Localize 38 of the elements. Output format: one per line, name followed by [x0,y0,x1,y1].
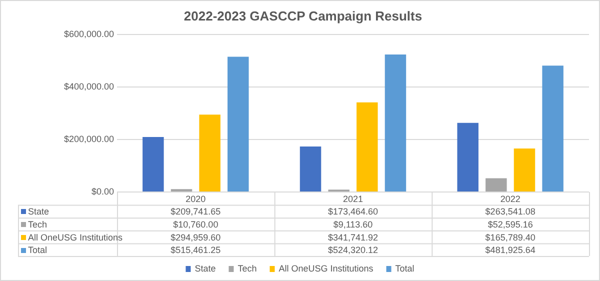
text: Tech [28,219,48,230]
bar [142,136,164,192]
legend-label: Tech [238,263,257,274]
data-label: $341,741.92 [328,232,378,242]
data-label: $173,464.60 [328,206,378,217]
bar [514,148,536,192]
legend-label: State [194,263,216,274]
data-label: $294,959.60 [170,232,221,242]
data-label: $515,461.25 [170,245,221,256]
bar [486,178,507,192]
bar [457,122,478,192]
data-label: $9,113.60 [333,219,373,230]
legend-label: All OneUSG Institutions [278,263,374,274]
bar [199,114,220,192]
x-tick-label: 2022 [500,194,520,204]
x-tick-label: 2020 [186,194,206,204]
bar [384,54,406,192]
data-label: $524,320.12 [328,245,378,256]
data-label: $263,541.08 [485,206,536,217]
y-tick-label: $0.00 [91,186,114,196]
y-tick-label: $400,000.00 [64,82,114,92]
data-label: $481,925.64 [485,245,536,256]
bar [356,102,378,192]
bar [300,146,322,192]
x-tick-label: 2021 [342,194,364,204]
chart-title: 2022-2023 GASCCP Campaign Results [184,8,422,24]
data-label: $165,789.40 [485,232,536,242]
text: State [28,206,50,217]
y-tick-label: $200,000.00 [64,134,114,144]
legend-label: Total [395,263,414,274]
data-label: $52,595.16 [488,219,533,230]
data-label: $10,760.00 [173,219,218,230]
data-label: $209,741.65 [170,206,221,217]
bar [542,66,564,192]
y-tick-label: $600,000.00 [64,29,114,40]
text: Total [28,245,48,256]
bar [228,56,249,192]
text: All OneUSG Institutions [28,232,123,242]
